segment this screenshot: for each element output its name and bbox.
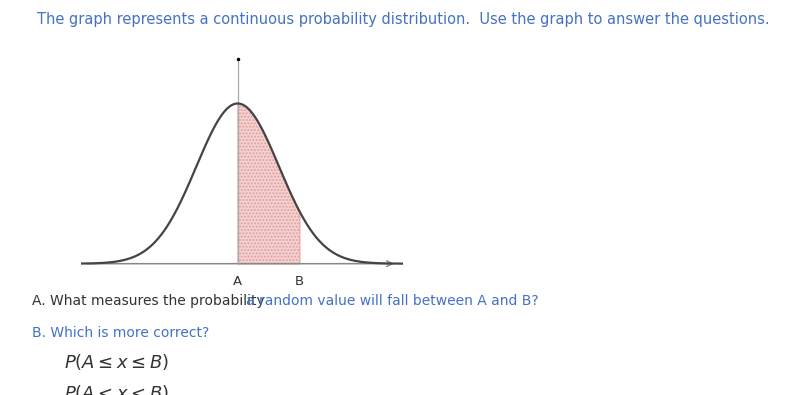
Text: $P(A < x < B)$: $P(A < x < B)$ <box>64 383 169 395</box>
Text: B. Which is more correct?: B. Which is more correct? <box>32 326 210 340</box>
Text: A. What measures the probability: A. What measures the probability <box>32 294 269 308</box>
Text: $P(A \leq x \leq B)$: $P(A \leq x \leq B)$ <box>64 352 169 372</box>
Text: The graph represents a continuous probability distribution.  Use the graph to an: The graph represents a continuous probab… <box>37 12 769 27</box>
Text: A: A <box>233 275 243 288</box>
Text: a random value will fall between A and B?: a random value will fall between A and B… <box>246 294 538 308</box>
Text: B: B <box>295 275 304 288</box>
